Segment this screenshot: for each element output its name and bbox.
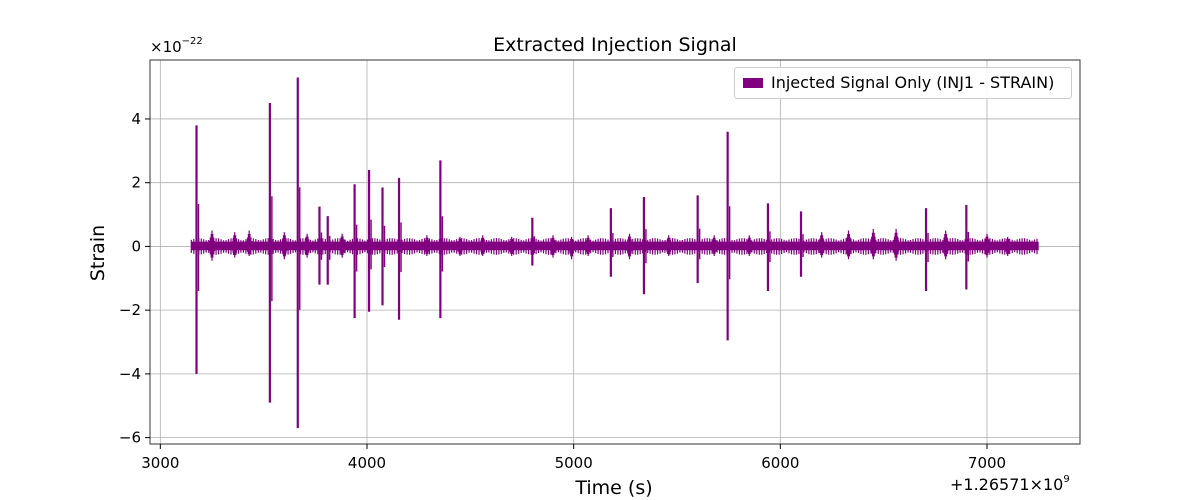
signal-burst	[893, 228, 900, 261]
plot-area	[190, 77, 1039, 429]
y-axis-ticks: −6 −4 −2 0 2 4	[119, 110, 150, 447]
legend-label: Injected Signal Only (INJ1 - STRAIN)	[771, 73, 1055, 92]
signal-burst	[339, 233, 346, 258]
signal-burst	[456, 236, 464, 256]
signal-burst	[208, 230, 216, 261]
legend-swatch	[743, 78, 763, 88]
x-tick-label: 3000	[141, 454, 179, 472]
x-tick-label: 6000	[761, 454, 799, 472]
y-tick-label: 4	[131, 110, 141, 128]
signal-burst	[870, 228, 877, 260]
signal-burst	[665, 235, 672, 256]
y-tick-label: −2	[119, 301, 141, 319]
y-axis-label: Strain	[87, 224, 109, 282]
x-tick-label: 5000	[555, 454, 593, 472]
signal-burst	[423, 235, 430, 256]
signal-burst	[508, 236, 515, 256]
signal-burst	[585, 235, 592, 256]
signal-burst	[711, 235, 718, 256]
y-tick-label: 2	[131, 174, 141, 192]
signal-burst	[942, 230, 949, 260]
signal-burst	[818, 232, 825, 258]
x-axis-ticks: 3000 4000 5000 6000 7000	[141, 444, 1006, 472]
x-tick-label: 4000	[348, 454, 386, 472]
signal-burst	[549, 235, 557, 258]
signal-burst	[983, 233, 991, 258]
signal-burst	[479, 235, 486, 256]
signal-burst	[626, 233, 633, 260]
axes-frame	[149, 59, 1081, 445]
y-axis-multiplier: ×10−22	[150, 36, 203, 56]
x-tick-label: 7000	[968, 454, 1006, 472]
signal-burst	[746, 235, 753, 256]
y-tick-label: 0	[131, 237, 141, 255]
legend: Injected Signal Only (INJ1 - STRAIN)	[734, 67, 1072, 99]
y-tick-label: −4	[119, 365, 141, 383]
y-tick-label: −6	[119, 429, 141, 447]
signal-burst	[246, 230, 253, 256]
signal-burst	[231, 232, 238, 258]
signal-burst	[1004, 236, 1011, 256]
chart-title: Extracted Injection Signal	[493, 34, 737, 56]
signal-burst	[845, 230, 852, 260]
signal-burst	[281, 232, 288, 260]
x-axis-offset: +1.26571×109	[950, 474, 1070, 494]
x-axis-label: Time (s)	[575, 477, 653, 499]
signal-burst	[568, 236, 575, 260]
series-trace	[190, 77, 1039, 429]
signal-burst	[304, 233, 311, 258]
